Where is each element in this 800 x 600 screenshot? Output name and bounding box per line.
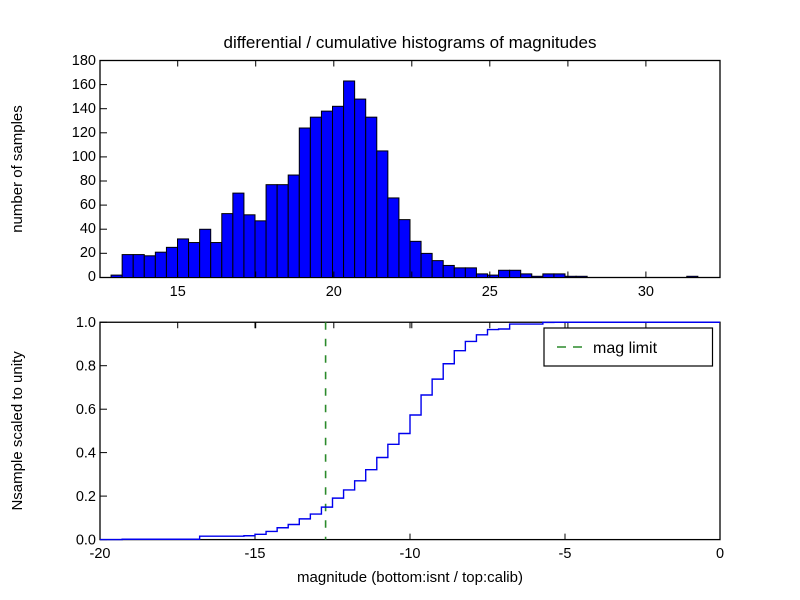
svg-text:15: 15 [170, 284, 186, 300]
svg-text:80: 80 [80, 173, 96, 189]
svg-text:1.0: 1.0 [76, 315, 96, 331]
svg-text:180: 180 [72, 53, 96, 69]
svg-text:differential / cumulative hist: differential / cumulative histograms of … [224, 33, 597, 52]
svg-text:20: 20 [80, 245, 96, 261]
svg-text:60: 60 [80, 197, 96, 213]
svg-text:40: 40 [80, 221, 96, 237]
svg-text:100: 100 [72, 149, 96, 165]
svg-text:0.6: 0.6 [76, 402, 96, 418]
svg-text:25: 25 [482, 284, 498, 300]
svg-text:-15: -15 [245, 546, 266, 562]
svg-text:0: 0 [88, 269, 96, 285]
svg-text:20: 20 [326, 284, 342, 300]
svg-text:0.2: 0.2 [76, 489, 96, 505]
svg-text:0.0: 0.0 [76, 533, 96, 549]
svg-text:-10: -10 [400, 546, 421, 562]
svg-text:magnitude (bottom:isnt / top:c: magnitude (bottom:isnt / top:calib) [297, 569, 523, 586]
svg-text:0.8: 0.8 [76, 359, 96, 375]
svg-text:160: 160 [72, 77, 96, 93]
svg-text:-5: -5 [559, 546, 572, 562]
svg-text:30: 30 [638, 284, 654, 300]
svg-text:mag limit: mag limit [593, 340, 658, 357]
svg-text:140: 140 [72, 101, 96, 117]
svg-text:Nsample scaled to unity: Nsample scaled to unity [9, 351, 26, 511]
svg-text:0: 0 [716, 546, 724, 562]
svg-text:number of samples: number of samples [9, 105, 26, 233]
svg-text:120: 120 [72, 125, 96, 141]
svg-text:0.4: 0.4 [76, 446, 96, 462]
